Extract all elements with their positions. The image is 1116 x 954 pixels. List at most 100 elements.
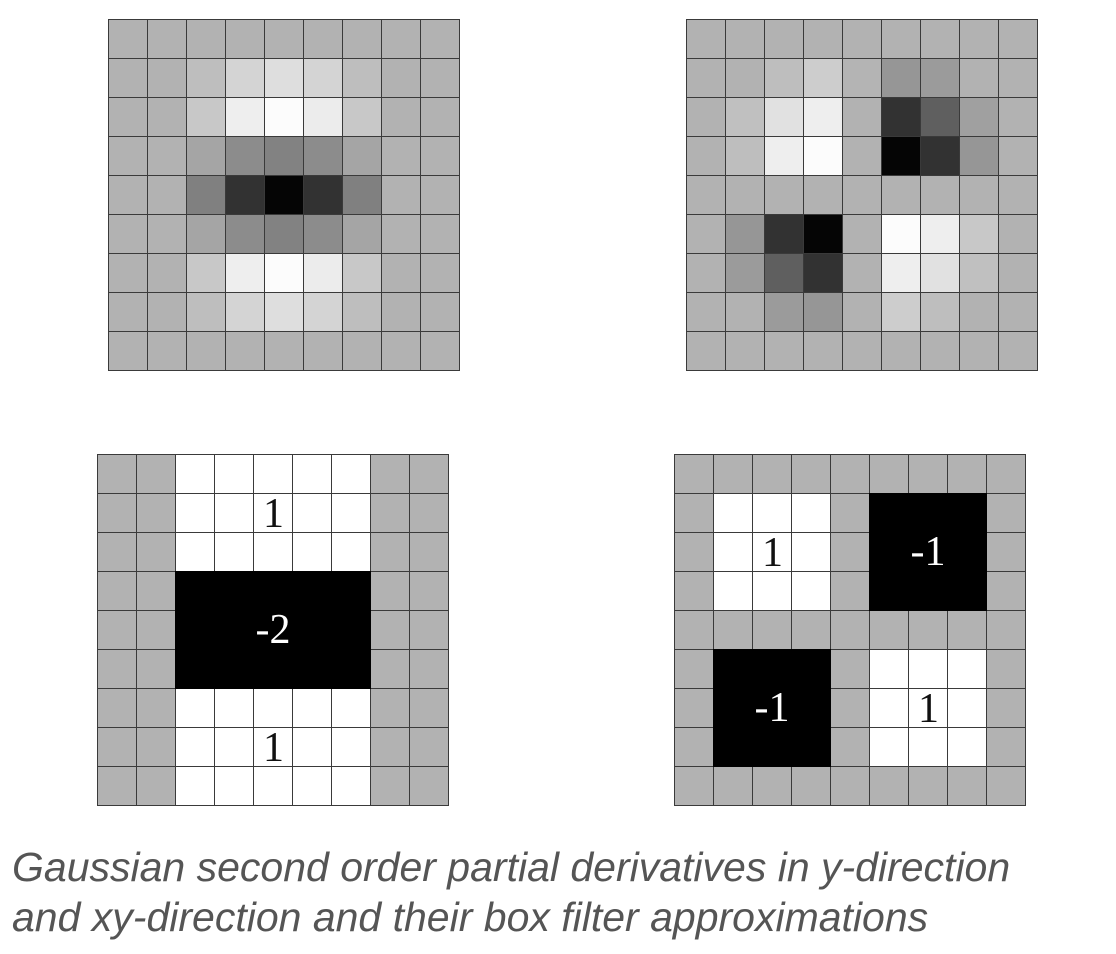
grid-cell (109, 59, 148, 98)
grid-cell (948, 689, 987, 728)
grid-cell (343, 254, 382, 293)
grid-cell (792, 572, 831, 611)
grid-cell (921, 215, 960, 254)
negative-lobe-region: -1 (869, 493, 987, 611)
grid-cell (332, 728, 371, 767)
grid-cell (831, 650, 870, 689)
grid-cell (999, 332, 1038, 371)
grid-cell (870, 767, 909, 806)
grid-cell (987, 533, 1026, 572)
grid-cell (421, 293, 460, 332)
grid-cell (909, 650, 948, 689)
grid-cell (176, 455, 215, 494)
grid-cell (371, 650, 410, 689)
grid-cell (382, 20, 421, 59)
grid-cell (843, 254, 882, 293)
figure-caption: Gaussian second order partial derivative… (12, 842, 1112, 942)
positive-lobe-region: 1 (263, 490, 284, 537)
grid-cell (987, 494, 1026, 533)
grid-cell (421, 254, 460, 293)
grid-cell (109, 215, 148, 254)
grid-cell (804, 176, 843, 215)
grid-cell (215, 767, 254, 806)
grid-cell (765, 137, 804, 176)
grid-cell (371, 533, 410, 572)
grid-cell (831, 611, 870, 650)
grid-cell (675, 728, 714, 767)
grid-cell (215, 455, 254, 494)
grid-cell (332, 767, 371, 806)
grid-cell (304, 293, 343, 332)
positive-lobe-region: 1 (918, 685, 939, 732)
grid-cell (215, 728, 254, 767)
grid-cell (804, 254, 843, 293)
grid-cell (371, 611, 410, 650)
grid-cell (843, 137, 882, 176)
grid-cell (371, 572, 410, 611)
grid-cell (265, 293, 304, 332)
grid-cell (98, 494, 137, 533)
grid-cell (109, 20, 148, 59)
grid-cell (137, 611, 176, 650)
grid-cell (109, 176, 148, 215)
grid-cell (254, 533, 293, 572)
grid-cell (293, 728, 332, 767)
grid-cell (675, 533, 714, 572)
grid-cell (843, 332, 882, 371)
grid-cell (265, 59, 304, 98)
grid-cell (410, 533, 449, 572)
grid-cell (726, 98, 765, 137)
grid-cell (109, 293, 148, 332)
grid-cell (921, 332, 960, 371)
grid-cell (371, 689, 410, 728)
grid-cell (714, 455, 753, 494)
grid-cell (753, 611, 792, 650)
grid-cell (999, 254, 1038, 293)
grid-cell (921, 176, 960, 215)
grid-cell (765, 293, 804, 332)
grid-cell (410, 494, 449, 533)
grid-cell (176, 689, 215, 728)
grid-cell (410, 455, 449, 494)
grid-cell (187, 254, 226, 293)
grid-cell (753, 767, 792, 806)
grid-cell (948, 728, 987, 767)
grid-cell (109, 98, 148, 137)
grid-cell (148, 215, 187, 254)
grid-cell (343, 332, 382, 371)
grid-cell (804, 215, 843, 254)
grid-cell (921, 59, 960, 98)
grid-cell (675, 455, 714, 494)
grid-cell (804, 20, 843, 59)
grid-cell (187, 20, 226, 59)
grid-cell (410, 650, 449, 689)
grid-cell (304, 254, 343, 293)
grid-cell (792, 533, 831, 572)
grid-cell (176, 494, 215, 533)
grid-cell (687, 254, 726, 293)
grid-cell (226, 59, 265, 98)
grid-cell (343, 215, 382, 254)
grid-cell (870, 689, 909, 728)
grid-cell (304, 215, 343, 254)
grid-cell (960, 20, 999, 59)
grid-cell (98, 728, 137, 767)
grid-cell (726, 137, 765, 176)
grid-cell (948, 767, 987, 806)
grid-cell (254, 728, 293, 767)
grid-cell (714, 494, 753, 533)
grid-cell (293, 767, 332, 806)
grid-cell (870, 728, 909, 767)
grid-cell (804, 293, 843, 332)
grid-cell (293, 533, 332, 572)
grid-cell (98, 533, 137, 572)
grid-cell (265, 332, 304, 371)
grid-cell (870, 611, 909, 650)
grid-cell (921, 137, 960, 176)
grid-cell (187, 59, 226, 98)
grid-cell (999, 98, 1038, 137)
grid-cell (304, 59, 343, 98)
grid-cell (148, 20, 187, 59)
grid-cell (870, 455, 909, 494)
grid-cell (421, 176, 460, 215)
